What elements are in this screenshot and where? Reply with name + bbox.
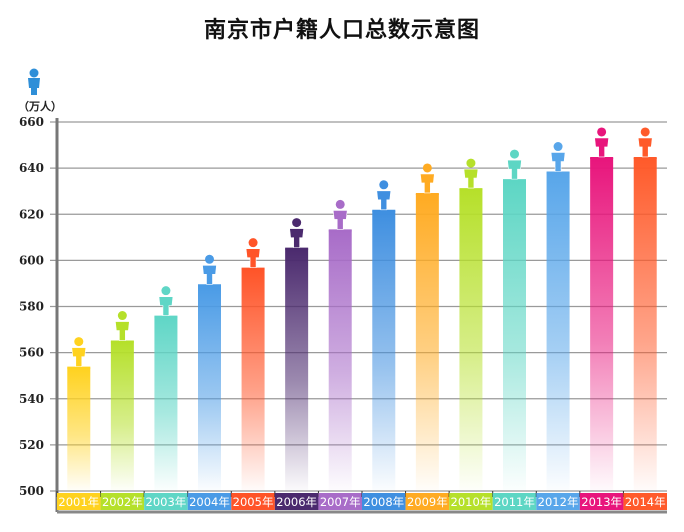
x-tick-label: 2014年 xyxy=(625,495,666,509)
person-icon xyxy=(463,158,479,189)
bar xyxy=(328,230,352,492)
person-icon xyxy=(158,286,174,316)
x-tick-label: 2007年 xyxy=(320,495,361,509)
person-icon xyxy=(115,311,130,341)
x-tick-label: 2010年 xyxy=(451,495,492,509)
x-tick-label: 2012年 xyxy=(538,495,579,509)
x-label-cell xyxy=(362,493,406,510)
x-label-cell xyxy=(57,493,101,510)
y-tick-label: 580 xyxy=(19,300,44,314)
bar xyxy=(285,248,309,491)
person-icon xyxy=(637,127,653,158)
bar xyxy=(241,268,265,491)
x-label-cell xyxy=(274,493,319,510)
person-icon xyxy=(289,218,304,248)
x-label-cell xyxy=(231,493,275,510)
unit-person-icon xyxy=(28,68,40,95)
y-tick-label: 620 xyxy=(19,207,44,221)
x-label-cell xyxy=(623,493,667,510)
y-tick-label: 600 xyxy=(19,253,44,267)
x-tick-label: 2005年 xyxy=(233,495,274,509)
person-icon xyxy=(332,199,348,230)
y-tick-label: 500 xyxy=(19,484,44,498)
person-icon xyxy=(245,238,261,268)
x-tick-label: 2008年 xyxy=(363,495,404,509)
person-icon xyxy=(420,163,435,194)
person-icon xyxy=(202,254,217,285)
x-label-cell xyxy=(405,493,450,510)
bar xyxy=(154,316,178,491)
y-tick-label: 560 xyxy=(19,346,44,360)
x-label-cell xyxy=(449,493,493,510)
bar xyxy=(633,157,657,492)
bar xyxy=(459,189,483,491)
x-label-cell xyxy=(492,493,537,510)
x-label-cell xyxy=(144,493,188,510)
x-label-cell xyxy=(318,493,362,510)
x-label-cell xyxy=(100,493,145,510)
bar xyxy=(503,180,526,491)
y-tick-label: 660 xyxy=(19,115,44,129)
bar xyxy=(372,210,396,491)
person-icon xyxy=(550,142,566,172)
x-tick-label: 2002年 xyxy=(102,495,143,509)
y-tick-label: 520 xyxy=(19,438,44,452)
x-tick-label: 2001年 xyxy=(58,495,99,509)
x-label-cell xyxy=(536,493,580,510)
bar xyxy=(415,193,439,491)
bar xyxy=(590,157,614,492)
person-icon xyxy=(71,337,87,367)
x-tick-label: 2013年 xyxy=(581,495,622,509)
bar xyxy=(110,341,134,491)
x-tick-label: 2009年 xyxy=(407,495,448,509)
x-tick-label: 2003年 xyxy=(146,495,187,509)
x-tick-label: 2006年 xyxy=(276,495,317,509)
bar xyxy=(67,367,91,491)
bar xyxy=(198,285,221,491)
person-icon xyxy=(594,127,609,158)
y-axis-unit-label: （万人） xyxy=(18,100,62,113)
x-label-cell xyxy=(187,493,232,510)
chart-title: 南京市户籍人口总数示意图 xyxy=(203,17,480,43)
y-tick-label: 540 xyxy=(19,392,44,406)
bar xyxy=(546,172,570,491)
x-tick-label: 2011年 xyxy=(494,495,535,509)
person-icon xyxy=(507,149,522,180)
x-tick-label: 2004年 xyxy=(189,495,230,509)
y-tick-label: 640 xyxy=(19,161,44,175)
person-icon xyxy=(376,180,392,211)
x-label-cell xyxy=(579,493,624,510)
